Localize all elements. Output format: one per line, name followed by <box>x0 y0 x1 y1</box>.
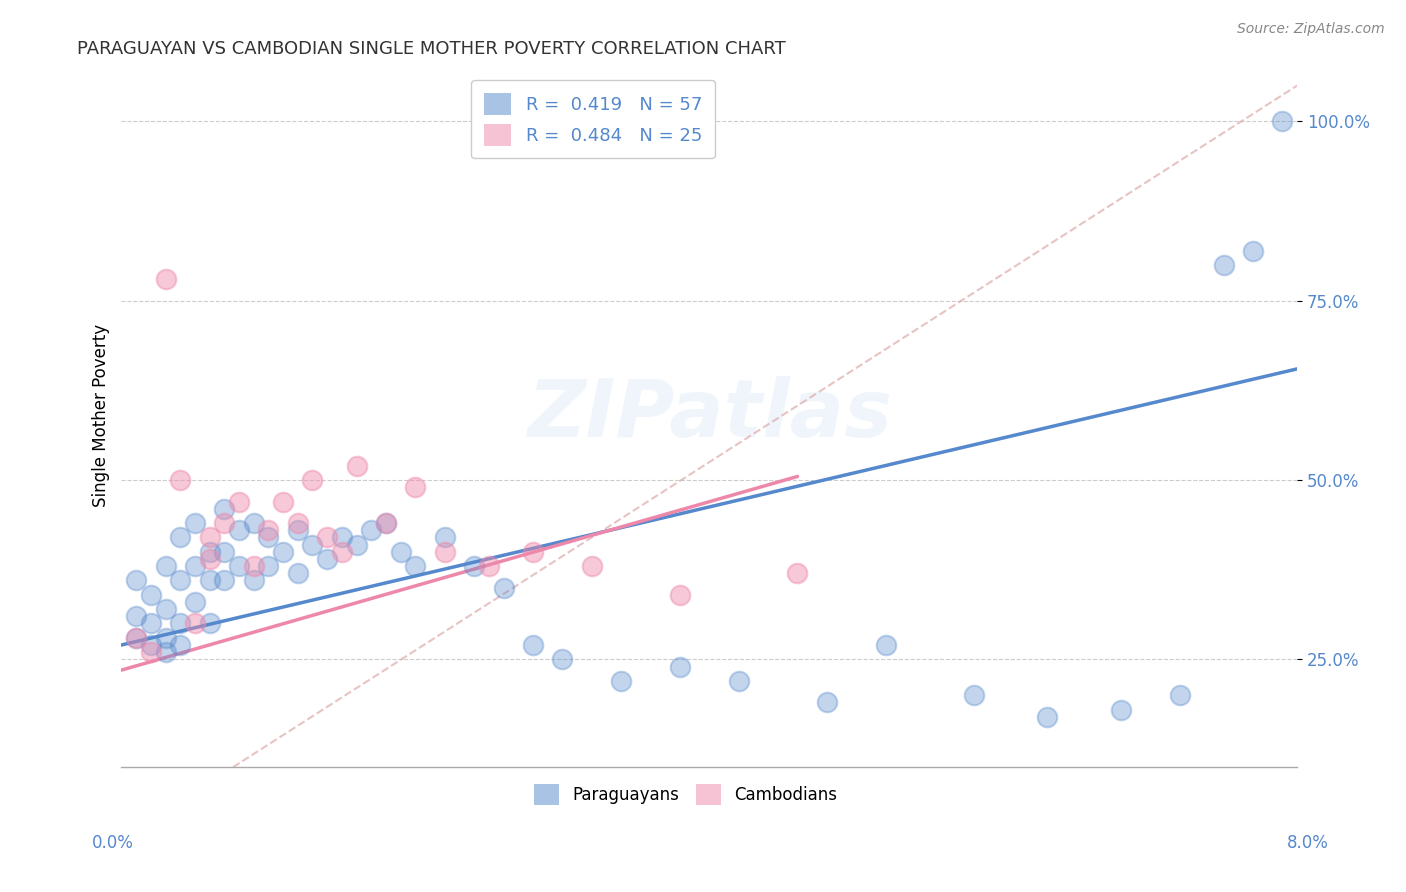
Point <box>1271 114 1294 128</box>
Point <box>551 652 574 666</box>
Point <box>375 516 398 530</box>
Point <box>169 574 191 588</box>
Point <box>433 545 456 559</box>
Point <box>184 616 207 631</box>
Point <box>1241 244 1264 258</box>
Point <box>155 645 177 659</box>
Point <box>875 638 897 652</box>
Point <box>139 638 162 652</box>
Point <box>301 473 323 487</box>
Point <box>228 523 250 537</box>
Point <box>271 545 294 559</box>
Point <box>316 552 339 566</box>
Point <box>228 559 250 574</box>
Point <box>287 523 309 537</box>
Point <box>155 272 177 286</box>
Point <box>125 631 148 645</box>
Point <box>463 559 485 574</box>
Point <box>404 559 426 574</box>
Point <box>257 523 280 537</box>
Point <box>125 574 148 588</box>
Point <box>727 673 749 688</box>
Y-axis label: Single Mother Poverty: Single Mother Poverty <box>93 324 110 507</box>
Point <box>242 559 264 574</box>
Point <box>198 530 221 544</box>
Point <box>139 588 162 602</box>
Point <box>330 545 353 559</box>
Point <box>271 494 294 508</box>
Point <box>169 473 191 487</box>
Point <box>155 602 177 616</box>
Point <box>478 559 501 574</box>
Point <box>669 659 692 673</box>
Point <box>242 516 264 530</box>
Text: ZIPatlas: ZIPatlas <box>527 376 891 455</box>
Point <box>1109 702 1132 716</box>
Point <box>360 523 382 537</box>
Point <box>214 574 236 588</box>
Point <box>214 516 236 530</box>
Point <box>257 559 280 574</box>
Point <box>610 673 633 688</box>
Point <box>169 638 191 652</box>
Legend: Paraguayans, Cambodians: Paraguayans, Cambodians <box>527 778 844 812</box>
Point <box>198 545 221 559</box>
Point <box>242 574 264 588</box>
Point <box>316 530 339 544</box>
Point <box>214 545 236 559</box>
Point <box>184 595 207 609</box>
Point <box>375 516 398 530</box>
Point <box>433 530 456 544</box>
Point <box>1036 709 1059 723</box>
Point <box>389 545 412 559</box>
Point <box>287 516 309 530</box>
Point <box>963 688 986 702</box>
Point <box>815 695 838 709</box>
Point <box>287 566 309 581</box>
Text: Source: ZipAtlas.com: Source: ZipAtlas.com <box>1237 22 1385 37</box>
Point <box>198 616 221 631</box>
Point <box>786 566 808 581</box>
Point <box>139 645 162 659</box>
Point <box>330 530 353 544</box>
Point <box>346 458 368 473</box>
Text: 0.0%: 0.0% <box>91 834 134 852</box>
Point <box>198 552 221 566</box>
Point <box>125 609 148 624</box>
Point <box>214 501 236 516</box>
Point <box>522 638 544 652</box>
Point <box>492 581 515 595</box>
Point <box>184 559 207 574</box>
Point <box>404 480 426 494</box>
Point <box>346 538 368 552</box>
Point <box>139 616 162 631</box>
Point <box>198 574 221 588</box>
Point <box>301 538 323 552</box>
Point <box>169 530 191 544</box>
Point <box>228 494 250 508</box>
Point <box>257 530 280 544</box>
Point <box>169 616 191 631</box>
Point <box>1168 688 1191 702</box>
Point <box>125 631 148 645</box>
Point <box>155 631 177 645</box>
Point <box>184 516 207 530</box>
Point <box>1212 258 1234 272</box>
Point <box>155 559 177 574</box>
Point <box>581 559 603 574</box>
Text: 8.0%: 8.0% <box>1286 834 1329 852</box>
Text: PARAGUAYAN VS CAMBODIAN SINGLE MOTHER POVERTY CORRELATION CHART: PARAGUAYAN VS CAMBODIAN SINGLE MOTHER PO… <box>77 40 786 58</box>
Point <box>522 545 544 559</box>
Point <box>669 588 692 602</box>
